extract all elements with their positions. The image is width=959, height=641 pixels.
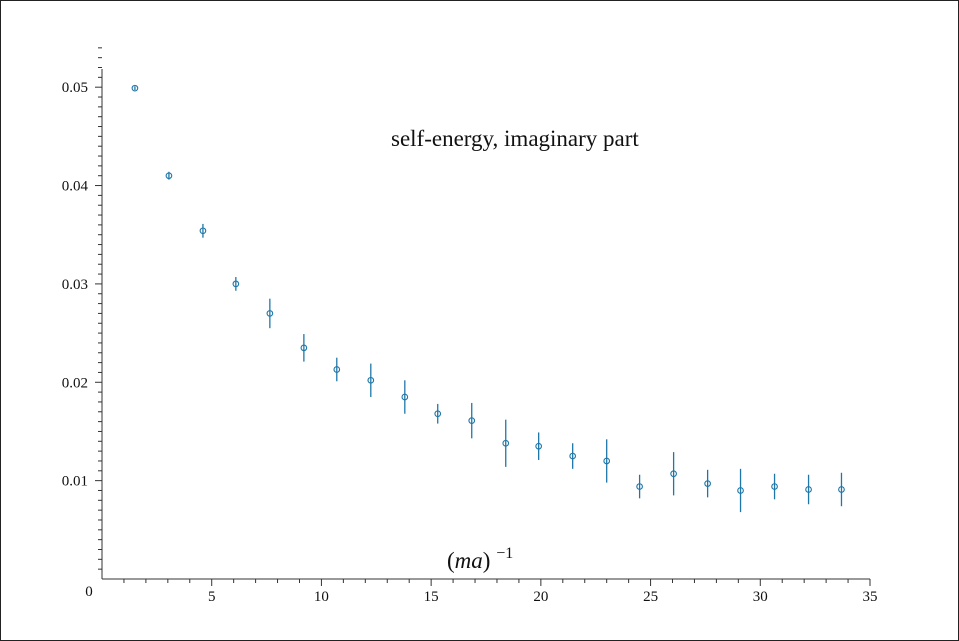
error-bars xyxy=(134,86,843,513)
data-point xyxy=(502,439,510,447)
x-tick-label: 20 xyxy=(533,589,548,605)
x-tick-label: 15 xyxy=(424,589,439,605)
y-tick-label: 0.05 xyxy=(62,80,88,96)
data-point xyxy=(199,227,207,235)
axes xyxy=(101,69,870,580)
data-point xyxy=(569,452,577,460)
y-tick-label: 0.04 xyxy=(62,179,89,195)
data-point xyxy=(165,172,173,180)
data-point xyxy=(737,487,744,494)
x-tick-label: 10 xyxy=(314,589,329,605)
y-tick-label: 0.03 xyxy=(62,277,88,293)
data-point xyxy=(805,486,812,493)
x-tick-label: 25 xyxy=(643,589,658,605)
x-axis-label-base: (ma) xyxy=(447,548,490,573)
x-tick-label: 5 xyxy=(208,589,216,605)
data-point xyxy=(434,410,442,418)
data-point xyxy=(367,376,375,384)
y-tick-label: 0.02 xyxy=(62,375,88,391)
x-tick-label: 35 xyxy=(863,589,878,605)
chart-title: self-energy, imaginary part xyxy=(391,126,639,151)
data-point xyxy=(535,442,543,450)
data-point xyxy=(603,457,611,465)
data-point xyxy=(468,417,476,424)
data-point xyxy=(232,280,240,288)
x-axis-label: (ma) −1 xyxy=(447,545,513,573)
data-point xyxy=(670,470,677,478)
axis-ticks: 5 10 15 20 25 30 35 0 0.01 0.02 0.03 0.04 0.05 xyxy=(62,47,878,605)
data-point xyxy=(838,486,845,493)
data-point xyxy=(266,310,274,317)
x-tick-label: 30 xyxy=(753,589,768,605)
y-tick-label: 0.01 xyxy=(62,474,88,490)
data-point xyxy=(704,480,711,487)
x-axis-label-exponent: −1 xyxy=(496,545,513,562)
data-point xyxy=(300,344,308,352)
data-point xyxy=(131,84,139,92)
data-point xyxy=(636,483,643,490)
data-point xyxy=(771,483,778,490)
data-point xyxy=(333,366,341,373)
data-point xyxy=(401,393,409,401)
y-tick-label: 0 xyxy=(85,584,93,600)
data-markers xyxy=(131,84,845,494)
